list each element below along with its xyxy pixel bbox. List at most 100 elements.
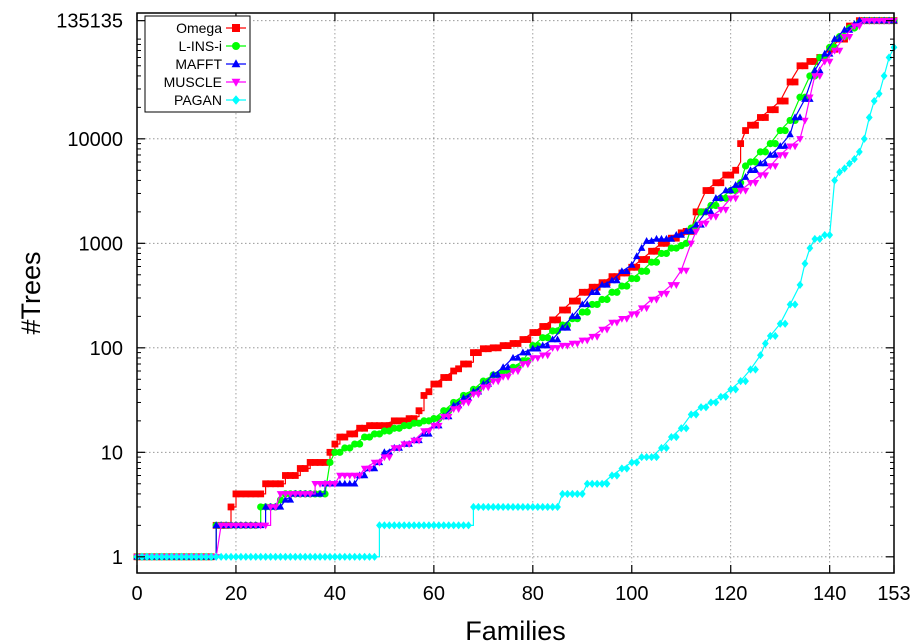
data-point <box>321 481 329 488</box>
data-point <box>247 522 255 530</box>
data-point <box>267 480 274 488</box>
data-point <box>618 315 626 323</box>
data-point <box>183 552 190 561</box>
data-point <box>291 552 299 561</box>
y-tick-label: 100 <box>90 338 123 360</box>
data-point <box>410 521 418 530</box>
data-point <box>410 415 418 423</box>
data-point <box>242 490 250 498</box>
data-point <box>796 136 804 143</box>
data-point <box>801 95 809 102</box>
data-point <box>509 340 517 347</box>
data-point <box>281 495 290 503</box>
data-point <box>410 419 418 427</box>
data-point <box>820 58 829 66</box>
data-point <box>633 274 641 283</box>
data-point <box>519 502 527 512</box>
data-point <box>608 471 616 480</box>
data-point <box>326 458 334 467</box>
data-point <box>311 459 319 466</box>
data-point <box>677 424 685 433</box>
data-point <box>380 422 388 430</box>
series-pagan <box>133 43 898 561</box>
data-point <box>336 552 344 561</box>
data-point <box>296 465 304 472</box>
data-point <box>816 234 824 244</box>
data-point <box>722 206 730 214</box>
data-point <box>771 150 779 158</box>
data-point <box>519 336 527 343</box>
data-point <box>663 443 670 453</box>
data-point <box>489 344 497 352</box>
data-point <box>633 263 641 271</box>
data-point <box>455 521 463 530</box>
data-point <box>237 552 245 561</box>
data-point <box>756 172 765 180</box>
data-point <box>370 464 379 472</box>
data-point <box>390 521 398 530</box>
data-point <box>885 17 893 25</box>
data-point <box>564 306 571 314</box>
data-point <box>845 25 854 33</box>
data-point <box>420 392 428 399</box>
data-point <box>390 417 398 425</box>
data-point <box>855 16 864 24</box>
data-point <box>737 140 745 148</box>
data-point <box>316 552 324 561</box>
data-point <box>296 552 304 561</box>
data-point <box>494 502 502 512</box>
data-point <box>811 234 819 244</box>
data-point <box>652 296 661 304</box>
data-point <box>534 344 542 352</box>
data-point <box>776 97 784 105</box>
data-point <box>623 282 631 290</box>
data-point <box>375 459 384 467</box>
data-point <box>420 417 428 425</box>
data-point <box>776 126 784 135</box>
data-point <box>717 194 725 201</box>
data-point <box>464 399 473 407</box>
data-point <box>390 445 399 453</box>
data-point <box>360 471 369 479</box>
series-layer <box>133 16 898 561</box>
data-point <box>524 336 532 343</box>
data-point <box>534 355 542 363</box>
data-point <box>539 334 547 342</box>
data-point <box>692 410 700 419</box>
data-point <box>529 329 537 336</box>
data-point <box>331 481 339 488</box>
data-point <box>242 552 250 561</box>
x-tick-label: 0 <box>131 583 142 605</box>
data-point <box>632 252 641 260</box>
data-point <box>460 521 467 530</box>
data-point <box>757 351 764 360</box>
data-point <box>301 491 309 498</box>
data-point <box>746 158 755 166</box>
data-point <box>286 552 294 561</box>
data-point <box>356 424 364 432</box>
data-point <box>593 300 601 309</box>
data-point <box>544 323 552 330</box>
data-point <box>776 319 784 328</box>
data-point <box>791 143 799 151</box>
data-point <box>336 433 344 441</box>
data-point <box>840 33 849 41</box>
data-point <box>623 315 631 323</box>
data-point <box>400 417 408 425</box>
data-point <box>563 323 572 331</box>
data-point <box>663 239 670 247</box>
data-point <box>350 479 359 487</box>
data-point <box>524 502 532 512</box>
y-tick-label: 1000 <box>79 233 124 255</box>
data-point <box>568 340 577 348</box>
y-tick-label: 135135 <box>56 11 123 33</box>
data-point <box>548 345 557 352</box>
data-point <box>712 194 720 201</box>
data-point <box>618 267 626 275</box>
data-point <box>781 97 789 105</box>
data-point <box>855 147 863 156</box>
data-point <box>613 319 621 327</box>
data-point <box>598 479 606 488</box>
data-point <box>860 17 869 25</box>
data-point <box>346 479 354 487</box>
